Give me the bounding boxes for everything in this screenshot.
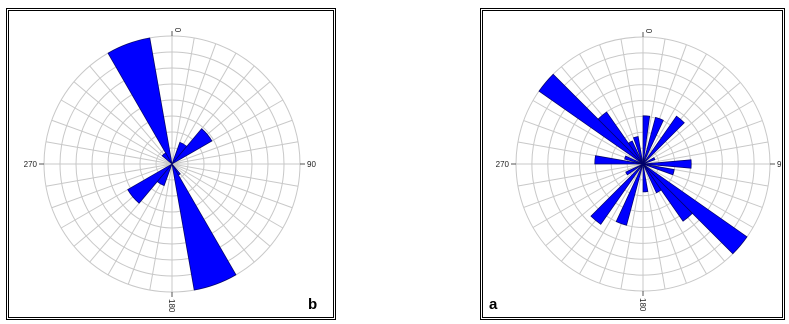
grid-spoke [171, 141, 299, 165]
grid-spoke [45, 141, 173, 165]
rose-petal [642, 163, 675, 176]
grid-spoke [89, 65, 173, 165]
rose-petal [642, 163, 693, 222]
grid-spoke [60, 99, 173, 165]
label-south: 180 [167, 299, 176, 313]
rose-petal [642, 157, 656, 165]
grid-spoke [532, 100, 644, 165]
grid-spoke [523, 163, 644, 208]
rose-petal [594, 155, 644, 165]
grid-spoke [149, 163, 173, 291]
grid-spoke [642, 141, 769, 165]
grid-spoke [171, 37, 195, 165]
rose-diagram-panel-a: 0 9 180 270 a [480, 8, 785, 320]
grid-spoke [523, 120, 644, 165]
rose-petal [615, 163, 644, 226]
panel-letter: a [489, 296, 498, 313]
grid-spoke [642, 53, 707, 165]
panel-letter: b [308, 296, 317, 313]
grid-spoke [579, 163, 644, 275]
grid-spoke [171, 163, 255, 263]
rose-petal [597, 111, 644, 165]
grid-spoke [171, 163, 271, 247]
rose-petals [107, 37, 237, 291]
rose-petal [642, 163, 748, 255]
rose-petal [642, 163, 649, 193]
grid-spoke [642, 38, 666, 165]
direction-labels: 0 90 180 270 [24, 28, 317, 313]
rose-petal [642, 115, 651, 165]
rose-petal [624, 155, 644, 165]
rose-petal [127, 163, 173, 204]
grid-spoke [620, 163, 644, 290]
rose-petal [627, 140, 644, 165]
rose-petal [161, 152, 173, 165]
label-west: 270 [24, 160, 38, 169]
rose-petal [107, 37, 173, 165]
grid-spoke [51, 119, 173, 165]
rose-petal [642, 163, 662, 194]
rose-petal [538, 73, 644, 165]
direction-labels: 0 9 180 270 [496, 29, 782, 312]
label-east: 90 [307, 160, 316, 169]
grid-spoke [642, 120, 763, 165]
label-north: 0 [173, 28, 182, 33]
label-east: 9 [777, 160, 782, 169]
grid-spoke [171, 119, 293, 165]
grid-spoke [51, 163, 173, 209]
rose-petal [642, 159, 692, 169]
rose-petal [642, 116, 664, 165]
rose-petal [625, 163, 644, 176]
grid-spoke [73, 81, 173, 165]
rose-diagram-b: 0 90 180 270 b [24, 28, 318, 313]
grid-spoke [642, 100, 754, 165]
rose-petals [538, 73, 748, 255]
grid-spoke [642, 81, 741, 165]
rose-diagram-panel-b: 0 90 180 270 b [6, 8, 336, 320]
grid-spoke [171, 163, 293, 209]
grid-spoke [517, 163, 644, 187]
label-west: 270 [496, 160, 510, 169]
label-north: 0 [644, 29, 653, 34]
rose-petal [171, 163, 237, 291]
rose-diagram-a: 0 9 180 270 a [489, 29, 782, 313]
rose-petal [590, 163, 644, 225]
grid-spoke [532, 163, 644, 228]
grid-spoke [171, 163, 299, 187]
rose-petal [171, 128, 213, 165]
grid-spoke [45, 163, 173, 187]
label-south: 180 [638, 298, 647, 312]
rose-petal [632, 136, 644, 165]
grid-spoke [545, 163, 644, 247]
grid-spoke [642, 163, 754, 228]
rose-petal [642, 115, 685, 165]
grid-spoke [642, 163, 687, 284]
grid-spoke [171, 163, 284, 229]
